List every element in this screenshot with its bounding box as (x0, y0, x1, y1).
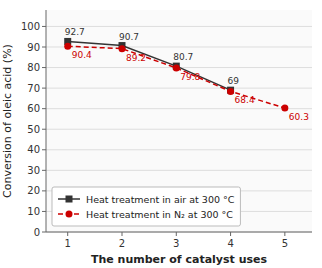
data-label: 89.2 (126, 53, 146, 63)
x-tick (176, 232, 177, 236)
y-tick-label: 70 (27, 83, 40, 94)
data-label: 90.7 (119, 32, 139, 42)
data-label: 80.7 (173, 52, 193, 62)
grid-line (46, 232, 312, 233)
legend: Heat treatment in air at 300 °C Heat trea… (52, 187, 240, 226)
x-tick-label: 2 (119, 238, 125, 249)
x-tick-label: 3 (173, 238, 179, 249)
y-tick (42, 108, 46, 109)
y-axis-label: Conversion of oleic acid (%) (1, 44, 14, 198)
y-tick-label: 100 (21, 21, 40, 32)
y-tick-label: 90 (27, 42, 40, 53)
chart: 0 10 20 30 40 50 60 70 80 90 100 1 2 3 4 5 The number of… (0, 0, 322, 268)
x-tick (284, 232, 285, 236)
y-tick (42, 190, 46, 191)
plot-background (46, 10, 312, 232)
marker (119, 45, 126, 52)
data-labels: 92.7 90.7 80.7 69 90.4 89.2 79.8 68.4 60.3 (65, 27, 309, 122)
legend-label: Heat treatment in N₂ at 300 °C (86, 209, 233, 220)
y-tick (42, 129, 46, 130)
y-tick-label: 30 (27, 165, 40, 176)
marker (227, 88, 234, 95)
y-tick-label: 0 (34, 227, 40, 238)
grid-line (46, 108, 312, 109)
y-tick (42, 149, 46, 150)
y-tick-label: 60 (27, 103, 40, 114)
legend-marker (66, 211, 73, 218)
x-tick (122, 232, 123, 236)
grid-line (46, 129, 312, 130)
series-line (68, 46, 285, 108)
grid-line (46, 149, 312, 150)
data-label: 60.3 (289, 112, 309, 122)
x-axis-line (46, 232, 312, 233)
y-tick (42, 232, 46, 233)
data-label: 68.4 (235, 95, 255, 105)
y-tick (42, 88, 46, 89)
data-label: 90.4 (72, 50, 92, 60)
grid-line (46, 170, 312, 171)
y-tick (42, 170, 46, 171)
y-tick (42, 26, 46, 27)
y-tick-label: 50 (27, 124, 40, 135)
y-tick-label: 80 (27, 62, 40, 73)
legend-label: Heat treatment in air at 300 °C (86, 194, 235, 205)
y-tick (42, 47, 46, 48)
x-tick-label: 4 (227, 238, 233, 249)
data-label: 79.8 (180, 72, 200, 82)
data-label: 69 (228, 76, 240, 86)
y-tick-label: 10 (27, 206, 40, 217)
x-tick (67, 232, 68, 236)
marker (281, 105, 288, 112)
grid-line (46, 88, 312, 89)
y-tick (42, 67, 46, 68)
legend-box (52, 187, 240, 226)
x-tick-label: 5 (282, 238, 288, 249)
data-label: 92.7 (65, 27, 85, 37)
marker (173, 64, 180, 71)
x-axis-label: The number of catalyst uses (91, 253, 268, 266)
y-axis-line (46, 10, 47, 232)
marker (64, 43, 71, 50)
legend-marker (66, 196, 73, 203)
x-tick (230, 232, 231, 236)
y-tick-label: 40 (27, 144, 40, 155)
series-line (68, 41, 231, 90)
x-tick-label: 1 (65, 238, 71, 249)
y-tick-label: 20 (27, 185, 40, 196)
plot-area (64, 38, 288, 112)
y-tick (42, 211, 46, 212)
grid-line (46, 26, 312, 27)
